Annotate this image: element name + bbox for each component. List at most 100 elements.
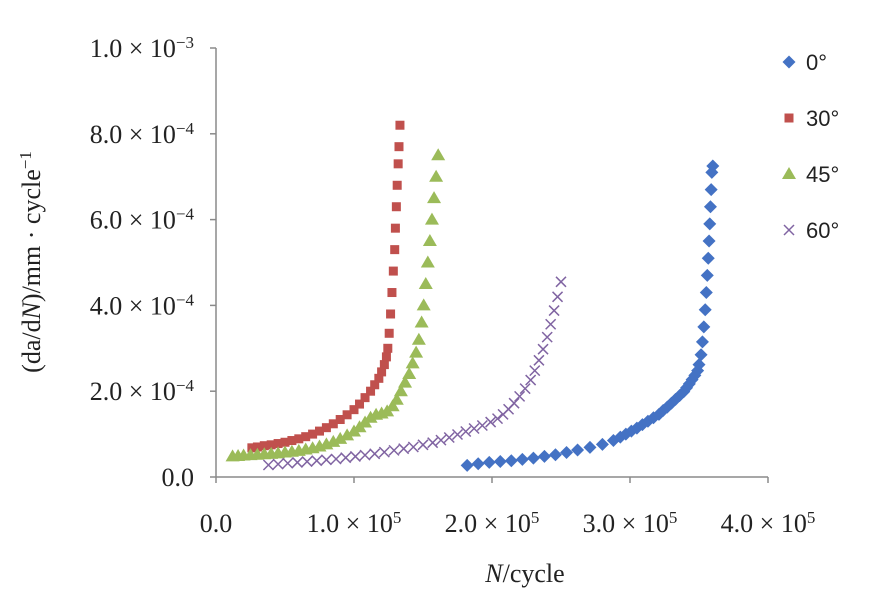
data-point-0deg-9 (560, 446, 574, 460)
data-point-0deg-34 (694, 348, 708, 362)
data-point-60deg-22 (468, 422, 480, 435)
data-point-30deg-35 (395, 120, 405, 130)
data-point-45deg-26 (389, 392, 404, 405)
data-point-60deg-4 (301, 456, 313, 468)
legend-item-0deg: 0° (782, 50, 827, 75)
y-tick-label-2: 4.0 × 10−4 (90, 290, 195, 321)
data-point-0deg-0 (460, 458, 474, 472)
data-point-30deg-28 (388, 266, 398, 276)
data-point-30deg-16 (355, 399, 365, 409)
legend-marker-45deg (782, 167, 796, 179)
data-point-0deg-39 (700, 268, 714, 282)
data-point-60deg-10 (359, 449, 371, 461)
data-point-0deg-41 (702, 234, 716, 248)
x-tick-label-3: 3.0 × 105 (583, 508, 678, 539)
data-point-0deg-8 (548, 448, 562, 462)
data-point-30deg-11 (321, 423, 331, 433)
data-point-30deg-24 (383, 343, 393, 353)
data-point-30deg-29 (390, 245, 400, 255)
data-point-60deg-24 (485, 416, 497, 428)
data-point-45deg-17 (340, 428, 355, 441)
x-tick-label-0: 0.0 (200, 509, 233, 538)
data-point-60deg-25 (491, 413, 504, 425)
data-point-45deg-33 (414, 315, 429, 328)
data-point-60deg-28 (508, 397, 520, 409)
data-point-30deg-0 (247, 443, 257, 453)
data-point-45deg-21 (363, 410, 378, 423)
data-point-30deg-3 (266, 440, 276, 450)
data-point-30deg-8 (301, 432, 311, 442)
data-point-60deg-21 (460, 425, 472, 438)
data-point-30deg-15 (349, 405, 359, 415)
data-point-30deg-20 (374, 373, 384, 383)
data-point-60deg-15 (407, 441, 419, 453)
data-point-0deg-12 (595, 437, 609, 451)
series-60deg (262, 276, 567, 471)
data-point-0deg-35 (695, 335, 709, 349)
data-point-30deg-34 (394, 142, 404, 152)
data-point-0deg-11 (583, 440, 597, 454)
y-tick-label-4: 8.0 × 10−4 (90, 118, 195, 149)
data-point-60deg-12 (378, 446, 390, 458)
data-point-60deg-29 (514, 390, 526, 402)
legend-label-45deg: 45° (806, 162, 839, 187)
data-point-60deg-39 (555, 276, 567, 288)
data-point-60deg-19 (443, 432, 455, 444)
data-point-30deg-18 (366, 386, 376, 396)
data-point-30deg-4 (273, 439, 283, 449)
data-point-30deg-25 (384, 328, 394, 338)
data-point-45deg-28 (398, 375, 413, 388)
data-point-60deg-18 (435, 434, 447, 446)
data-point-30deg-12 (328, 419, 338, 429)
data-point-60deg-17 (427, 437, 439, 449)
data-point-60deg-7 (330, 453, 342, 465)
data-point-30deg-30 (390, 223, 400, 233)
data-point-30deg-31 (391, 202, 401, 212)
data-point-45deg-31 (409, 345, 424, 358)
legend-label-0deg: 0° (806, 50, 827, 75)
data-point-45deg-25 (385, 399, 400, 412)
series-45deg (225, 148, 446, 462)
data-point-30deg-21 (377, 367, 387, 377)
data-point-45deg-35 (418, 276, 433, 289)
data-point-60deg-36 (545, 318, 557, 330)
legend-marker-30deg (784, 113, 794, 123)
data-point-30deg-23 (381, 352, 391, 362)
legend-label-30deg: 30° (806, 106, 839, 131)
data-point-0deg-6 (526, 451, 540, 465)
data-point-0deg-5 (515, 452, 529, 466)
data-point-30deg-14 (342, 410, 352, 420)
data-point-60deg-2 (282, 457, 294, 469)
data-point-30deg-22 (379, 360, 389, 370)
data-point-30deg-26 (386, 309, 396, 319)
data-point-30deg-17 (360, 393, 370, 403)
legend-marker-60deg (783, 224, 795, 236)
series-layer (225, 120, 720, 472)
legend-item-30deg: 30° (784, 106, 839, 131)
data-point-45deg-38 (424, 212, 439, 225)
data-point-0deg-4 (504, 454, 518, 468)
y-tick-label-1: 2.0 × 10−4 (90, 376, 195, 407)
data-point-60deg-37 (548, 305, 560, 317)
data-point-45deg-32 (411, 332, 426, 345)
data-point-60deg-6 (320, 454, 332, 466)
data-point-30deg-10 (315, 426, 324, 436)
data-point-45deg-39 (427, 191, 442, 204)
data-point-45deg-27 (393, 384, 408, 397)
data-point-0deg-10 (571, 443, 585, 457)
axes (210, 47, 769, 483)
data-point-60deg-16 (417, 439, 429, 451)
data-point-30deg-27 (387, 288, 397, 298)
x-tick-label-4: 4.0 × 105 (721, 508, 816, 539)
legend-marker-0deg (782, 55, 796, 69)
data-point-60deg-35 (541, 331, 553, 343)
data-point-45deg-40 (429, 169, 444, 182)
data-point-0deg-44 (704, 183, 718, 197)
series-0deg (460, 159, 720, 472)
data-point-60deg-20 (451, 428, 464, 441)
data-point-60deg-8 (340, 452, 352, 464)
x-axis-title: N/cycle (484, 559, 564, 588)
legend: 0° 30° 45° 60° (782, 50, 839, 243)
